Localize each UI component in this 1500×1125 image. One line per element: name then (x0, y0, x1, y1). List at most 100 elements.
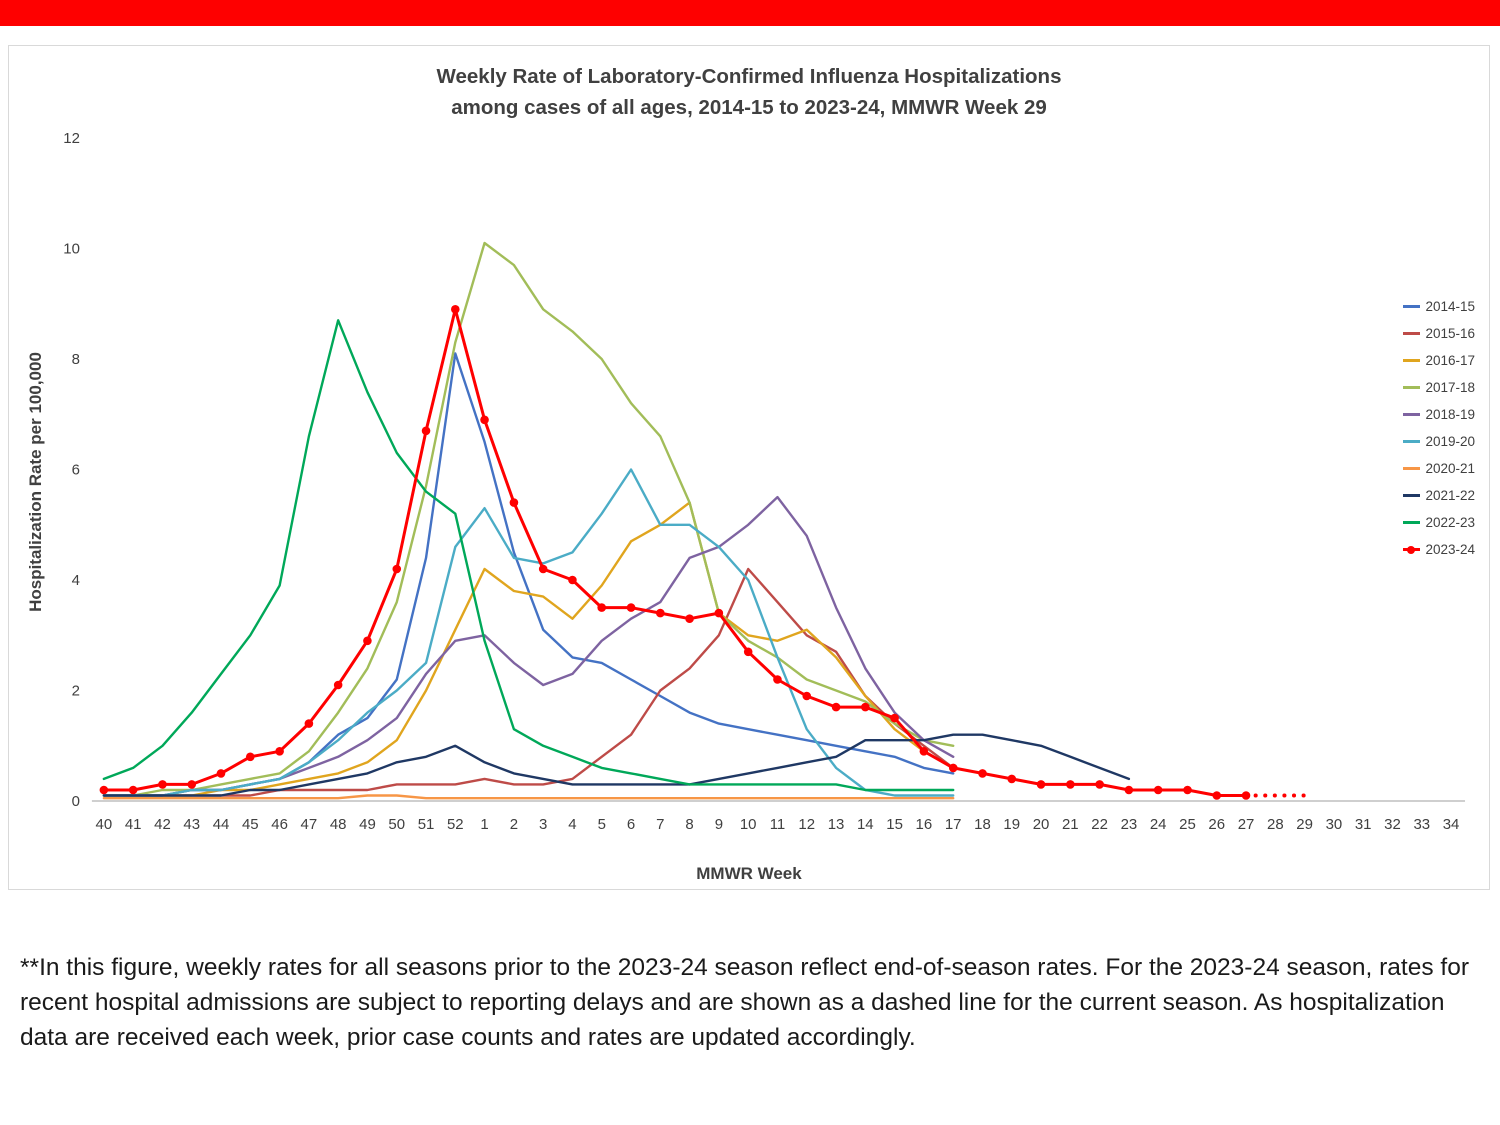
data-point-2023-24 (333, 680, 343, 690)
y-tick-label: 10 (63, 240, 80, 257)
data-point-2023-24 (363, 636, 372, 646)
x-tick-label: 3 (539, 816, 547, 833)
legend-item-2020-21: 2020-21 (1403, 460, 1475, 477)
legend-label-2023-24: 2023-24 (1425, 542, 1475, 557)
x-tick-label: 46 (271, 816, 288, 833)
x-tick-label: 51 (418, 816, 435, 833)
data-point-2023-24 (509, 498, 519, 507)
x-tick-label: 17 (945, 816, 962, 833)
data-point-2023-24 (1095, 780, 1104, 789)
legend-line-marker-2022-23 (1403, 521, 1421, 524)
x-tick-label: 12 (798, 816, 815, 833)
data-point-2023-24 (392, 564, 402, 574)
legend-item-2016-17: 2016-17 (1403, 352, 1475, 369)
legend-line-marker-2021-22 (1403, 494, 1421, 497)
chart-title-line2: among cases of all ages, 2014-15 to 2023… (451, 95, 1047, 119)
x-tick-label: 7 (656, 816, 664, 833)
data-point-2023-24 (158, 780, 167, 789)
x-tick-label: 44 (213, 816, 230, 833)
x-tick-label: 1 (480, 816, 488, 833)
data-point-2023-24 (187, 780, 197, 789)
legend-line-marker-2019-20 (1403, 440, 1421, 443)
x-tick-label: 32 (1384, 816, 1401, 833)
x-tick-label: 23 (1121, 816, 1138, 833)
x-axis-title: MMWR Week (696, 864, 802, 883)
data-point-2023-24 (99, 785, 109, 795)
chart-title: Weekly Rate of Laboratory-Confirmed Infl… (9, 62, 1489, 124)
legend-line-marker-2018-19 (1403, 413, 1421, 416)
x-tick-label: 16 (916, 816, 933, 833)
x-tick-label: 2 (510, 816, 518, 833)
legend-item-2014-15: 2014-15 (1403, 298, 1475, 315)
x-tick-label: 31 (1355, 816, 1372, 833)
x-tick-label: 22 (1091, 816, 1108, 833)
data-point-2023-24 (1183, 785, 1192, 795)
data-point-2023-24 (890, 713, 899, 723)
data-point-2023-24 (421, 426, 431, 436)
y-tick-label: 12 (63, 130, 80, 147)
y-axis-title: Hospitalization Rate per 100,000 (26, 352, 45, 612)
legend-item-2018-19: 2018-19 (1403, 406, 1475, 423)
x-tick-label: 34 (1443, 816, 1460, 833)
footnote-text: **In this figure, weekly rates for all s… (20, 954, 1470, 1052)
data-point-2023-24 (304, 719, 314, 728)
x-tick-label: 13 (828, 816, 845, 833)
data-point-2023-24 (714, 608, 724, 618)
legend-line-marker-2014-15 (1403, 305, 1421, 308)
data-point-2023-24 (626, 603, 636, 612)
series-line-2019-20 (102, 468, 955, 797)
x-tick-label: 18 (974, 816, 991, 833)
legend-label-2018-19: 2018-19 (1425, 407, 1475, 422)
x-tick-label: 6 (627, 816, 635, 833)
legend-label-2022-23: 2022-23 (1425, 515, 1475, 530)
x-tick-label: 15 (886, 816, 903, 833)
chart-legend: 2014-15 2015-16 2016-17 2017-18 2018-19 2019-… (1403, 298, 1475, 558)
data-point-2023-24 (245, 752, 255, 762)
top-red-banner (0, 0, 1500, 26)
data-point-2023-24 (743, 647, 753, 657)
data-point-2023-24 (1007, 774, 1017, 784)
x-tick-label: 26 (1208, 816, 1225, 833)
x-tick-label: 25 (1179, 816, 1196, 833)
x-tick-label: 10 (740, 816, 757, 833)
legend-label-2016-17: 2016-17 (1425, 353, 1475, 368)
x-tick-label: 11 (770, 816, 786, 833)
x-tick-label: 45 (242, 816, 259, 833)
legend-line-marker-2016-17 (1403, 359, 1421, 362)
legend-item-2022-23: 2022-23 (1403, 514, 1475, 531)
data-point-2023-24 (1036, 780, 1046, 789)
x-tick-label: 14 (857, 816, 874, 833)
data-point-2023-24 (919, 747, 929, 756)
x-tick-label: 8 (685, 816, 693, 833)
legend-label-2014-15: 2014-15 (1425, 299, 1475, 314)
data-point-2023-24 (275, 747, 284, 756)
y-tick-label: 8 (72, 351, 80, 368)
x-tick-label: 21 (1062, 816, 1079, 833)
x-tick-label: 48 (330, 816, 347, 833)
x-tick-label: 49 (359, 816, 376, 833)
y-tick-label: 6 (72, 461, 80, 478)
x-tick-label: 27 (1238, 816, 1255, 833)
x-tick-label: 40 (96, 816, 113, 833)
x-tick-label: 5 (598, 816, 606, 833)
x-tick-label: 9 (715, 816, 723, 833)
legend-item-2023-24: 2023-24 (1403, 541, 1475, 558)
legend-label-2017-18: 2017-18 (1425, 380, 1475, 395)
data-point-2023-24 (978, 769, 987, 778)
legend-item-2017-18: 2017-18 (1403, 379, 1475, 396)
legend-dot-marker-2023-24 (1407, 545, 1416, 554)
data-point-2023-24 (802, 691, 812, 701)
data-point-2023-24 (773, 675, 782, 684)
legend-label-2021-22: 2021-22 (1425, 488, 1475, 503)
x-tick-label: 30 (1326, 816, 1343, 833)
data-point-2023-24 (1124, 785, 1134, 795)
legend-label-2020-21: 2020-21 (1425, 461, 1475, 476)
legend-label-2015-16: 2015-16 (1425, 326, 1475, 341)
y-tick-label: 0 (72, 793, 80, 810)
x-tick-label: 50 (388, 816, 405, 833)
x-tick-label: 42 (154, 816, 171, 833)
y-tick-label: 4 (72, 572, 80, 589)
chart-title-line1: Weekly Rate of Laboratory-Confirmed Infl… (436, 65, 1062, 88)
x-tick-label: 24 (1150, 816, 1167, 833)
data-point-2023-24 (1212, 791, 1222, 800)
